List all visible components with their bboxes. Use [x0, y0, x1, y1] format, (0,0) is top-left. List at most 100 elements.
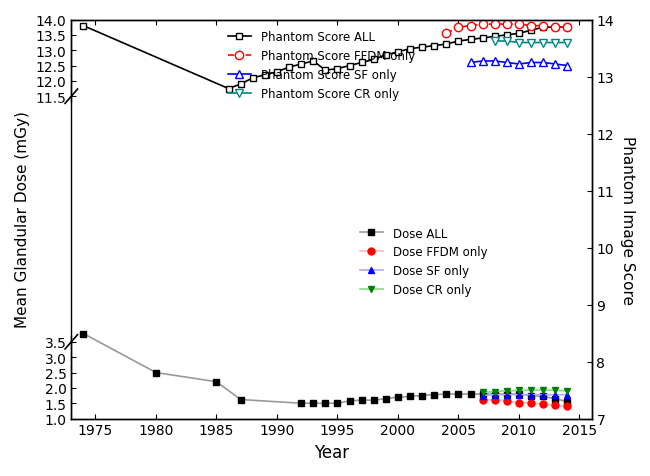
Bar [30, 104, 77, 335]
Phantom Score SF only [491, 59, 499, 65]
Phantom Score CR only [564, 40, 571, 46]
Dose ALL [515, 391, 523, 397]
Dose ALL [370, 397, 378, 403]
Phantom Score SF only [527, 60, 535, 66]
Dose FFDM only [527, 400, 535, 406]
Dose ALL [454, 391, 462, 397]
Dose ALL [382, 396, 390, 402]
Phantom Score ALL [261, 73, 269, 79]
Phantom Score ALL [333, 67, 341, 72]
Dose ALL [443, 391, 450, 397]
Phantom Score ALL [467, 38, 474, 43]
Phantom Score ALL [443, 42, 450, 48]
Dose SF only [564, 392, 571, 397]
Dose ALL [467, 391, 474, 397]
Dose ALL [152, 370, 160, 376]
Legend: Dose ALL, Dose FFDM only, Dose SF only, Dose CR only: Dose ALL, Dose FFDM only, Dose SF only, … [355, 222, 492, 301]
Dose CR only [564, 388, 571, 394]
Dose SF only [540, 392, 547, 397]
Dose SF only [491, 392, 499, 397]
Dose SF only [527, 392, 535, 397]
Dose ALL [322, 400, 330, 406]
Phantom Score ALL [297, 62, 305, 68]
Phantom Score FFDM only [503, 22, 511, 28]
Phantom Score ALL [225, 87, 233, 92]
Dose ALL [309, 400, 317, 406]
Dose ALL [430, 392, 438, 397]
Bar [72, 104, 592, 335]
Phantom Score ALL [454, 39, 462, 45]
Dose ALL [333, 400, 341, 406]
Phantom Score SF only [479, 59, 487, 65]
Phantom Score ALL [394, 50, 402, 56]
Phantom Score ALL [358, 60, 365, 66]
Phantom Score ALL [346, 64, 354, 69]
Dose ALL [213, 379, 220, 385]
Phantom Score ALL [406, 47, 414, 52]
Dose ALL [297, 400, 305, 406]
Phantom Score CR only [527, 40, 535, 46]
Line: Dose ALL: Dose ALL [81, 331, 570, 406]
Phantom Score FFDM only [551, 25, 559, 31]
Dose CR only [551, 387, 559, 393]
Dose SF only [503, 392, 511, 397]
Phantom Score CR only [540, 40, 547, 46]
Phantom Score SF only [503, 60, 511, 66]
Phantom Score ALL [382, 53, 390, 59]
Dose SF only [551, 392, 559, 397]
Phantom Score FFDM only [515, 22, 523, 28]
Phantom Score ALL [285, 65, 293, 71]
Phantom Score SF only [540, 60, 547, 66]
Dose ALL [527, 393, 535, 398]
Dose FFDM only [564, 404, 571, 409]
Dose ALL [540, 394, 547, 399]
Dose ALL [418, 393, 426, 398]
Phantom Score ALL [370, 58, 378, 63]
Phantom Score FFDM only [443, 31, 450, 37]
Phantom Score ALL [564, 25, 571, 31]
Phantom Score ALL [273, 69, 281, 75]
Dose CR only [540, 387, 547, 393]
Phantom Score SF only [564, 64, 571, 69]
Dose CR only [479, 390, 487, 396]
X-axis label: Year: Year [314, 443, 349, 461]
Dose CR only [491, 389, 499, 395]
Phantom Score SF only [467, 60, 474, 66]
Phantom Score FFDM only [527, 24, 535, 30]
Phantom Score SF only [551, 62, 559, 68]
Line: Dose CR only: Dose CR only [479, 387, 571, 396]
Dose CR only [527, 387, 535, 393]
Dose SF only [515, 392, 523, 397]
Dose ALL [237, 397, 244, 403]
Line: Phantom Score CR only: Phantom Score CR only [491, 38, 571, 48]
Dose ALL [479, 391, 487, 397]
Phantom Score FFDM only [454, 25, 462, 31]
Phantom Score ALL [527, 29, 535, 34]
Dose FFDM only [515, 400, 523, 406]
Phantom Score FFDM only [479, 22, 487, 28]
Dose ALL [551, 396, 559, 402]
Dose ALL [491, 391, 499, 397]
Dose ALL [358, 397, 365, 403]
Dose FFDM only [479, 397, 487, 403]
Line: Dose FFDM only: Dose FFDM only [479, 396, 571, 410]
Phantom Score CR only [491, 39, 499, 45]
Phantom Score ALL [79, 24, 87, 30]
Dose ALL [564, 399, 571, 405]
Dose FFDM only [491, 397, 499, 403]
Phantom Score ALL [551, 25, 559, 31]
Dose CR only [515, 387, 523, 393]
Dose ALL [503, 391, 511, 397]
Phantom Score ALL [503, 33, 511, 39]
Line: Phantom Score ALL: Phantom Score ALL [80, 23, 571, 93]
Dose CR only [503, 388, 511, 394]
Phantom Score ALL [479, 36, 487, 42]
Phantom Score ALL [309, 59, 317, 65]
Phantom Score SF only [515, 62, 523, 68]
Phantom Score FFDM only [467, 24, 474, 30]
Dose FFDM only [551, 403, 559, 408]
Line: Dose SF only: Dose SF only [479, 391, 571, 399]
Dose ALL [406, 394, 414, 399]
Phantom Score ALL [322, 68, 330, 74]
Dose ALL [346, 398, 354, 404]
